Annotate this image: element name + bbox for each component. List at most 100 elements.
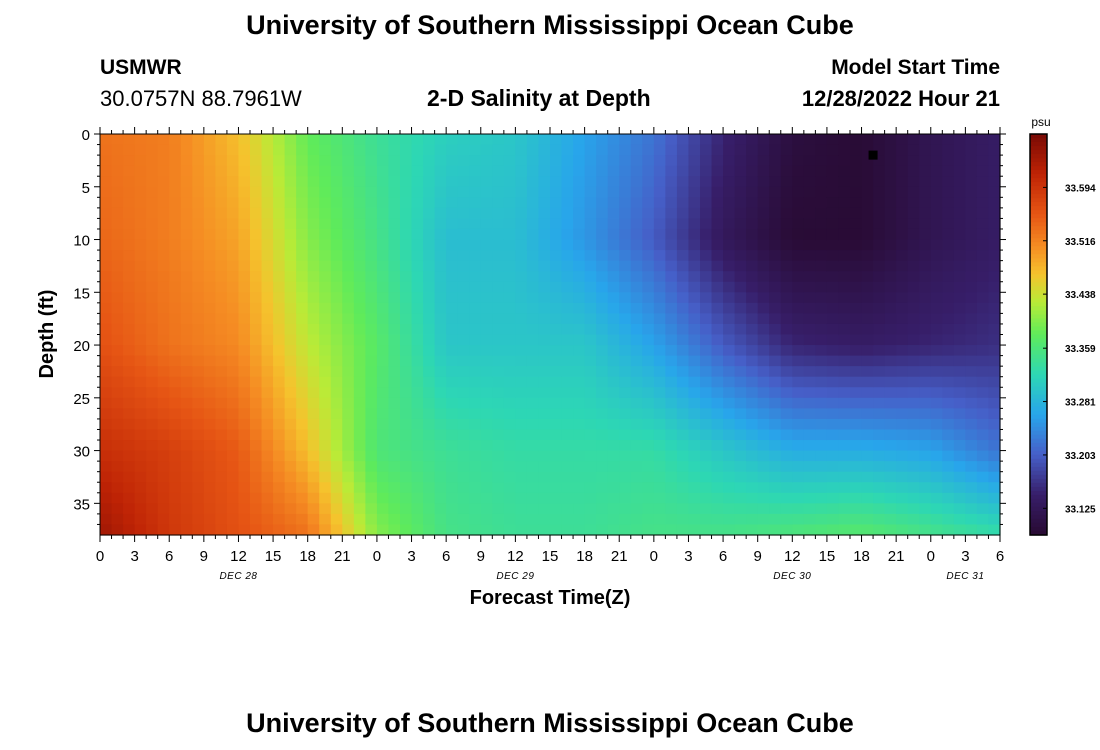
heatmap-cell xyxy=(492,345,505,357)
heatmap-cell xyxy=(342,440,355,452)
heatmap-cell xyxy=(296,376,309,388)
heatmap-cell xyxy=(411,302,424,314)
heatmap-cell xyxy=(607,366,620,378)
heatmap-cell xyxy=(792,524,805,536)
heatmap-cell xyxy=(503,429,516,441)
heatmap-cell xyxy=(226,207,240,220)
heatmap-cell xyxy=(353,218,366,230)
heatmap-cell xyxy=(573,197,586,209)
heatmap-cell xyxy=(665,376,678,388)
heatmap-cell xyxy=(550,440,563,452)
heatmap-cell xyxy=(492,334,505,346)
heatmap-cell xyxy=(573,228,586,241)
heatmap-cell xyxy=(192,144,205,156)
heatmap-cell xyxy=(561,387,574,399)
heatmap-cell xyxy=(526,144,540,156)
heatmap-cell xyxy=(873,165,886,177)
heatmap-cell xyxy=(942,176,955,188)
heatmap-cell xyxy=(838,461,851,473)
heatmap-cell xyxy=(803,461,816,473)
heatmap-cell xyxy=(157,387,170,399)
heatmap-cell xyxy=(226,440,240,452)
heatmap-cell xyxy=(850,513,863,526)
colorbar-segment xyxy=(1030,238,1047,243)
heatmap-cell xyxy=(746,397,759,409)
heatmap-cell xyxy=(838,197,851,209)
heatmap-cell xyxy=(169,260,182,272)
heatmap-cell xyxy=(203,366,216,378)
heatmap-cell xyxy=(653,186,666,198)
heatmap-cell xyxy=(250,260,263,272)
heatmap-cell xyxy=(330,260,343,272)
heatmap-cell xyxy=(134,524,147,536)
heatmap-cell xyxy=(457,271,470,283)
heatmap-cell xyxy=(861,250,874,262)
heatmap-cell xyxy=(826,218,840,230)
heatmap-cell xyxy=(515,471,528,483)
heatmap-cell xyxy=(180,492,193,504)
heatmap-cell xyxy=(700,461,713,473)
colorbar-segment xyxy=(1030,410,1047,416)
heatmap-cell xyxy=(757,176,770,188)
heatmap-cell xyxy=(665,250,678,262)
heatmap-cell xyxy=(653,471,666,483)
heatmap-cell xyxy=(180,302,193,314)
heatmap-cell xyxy=(907,323,920,336)
heatmap-cell xyxy=(434,397,447,409)
heatmap-cell xyxy=(930,461,943,473)
heatmap-cell xyxy=(434,408,447,420)
heatmap-cell xyxy=(688,207,701,220)
heatmap-cell xyxy=(307,260,320,272)
heatmap-cell xyxy=(134,440,147,452)
heatmap-cell xyxy=(746,345,759,357)
heatmap-cell xyxy=(330,492,343,504)
heatmap-cell xyxy=(769,418,782,431)
heatmap-cell xyxy=(526,355,540,367)
heatmap-cell xyxy=(284,513,297,526)
heatmap-cell xyxy=(238,239,251,251)
heatmap-cell xyxy=(538,440,551,452)
heatmap-cell xyxy=(319,292,332,304)
heatmap-cell xyxy=(330,376,343,388)
heatmap-cell xyxy=(203,165,216,177)
heatmap-cell xyxy=(388,355,401,367)
heatmap-cell xyxy=(515,408,528,420)
heatmap-cell xyxy=(192,155,205,167)
heatmap-cell xyxy=(653,408,666,420)
heatmap-cell xyxy=(434,345,447,357)
heatmap-cell xyxy=(873,176,886,188)
heatmap-cell xyxy=(434,134,447,146)
heatmap-cell xyxy=(376,260,390,272)
heatmap-cell xyxy=(734,218,747,230)
heatmap-cell xyxy=(607,197,620,209)
heatmap-cell xyxy=(446,165,459,177)
heatmap-cell xyxy=(123,176,136,188)
heatmap-cell xyxy=(665,323,678,336)
heatmap-cell xyxy=(169,366,182,378)
heatmap-cell xyxy=(815,334,828,346)
heatmap-cell xyxy=(261,292,274,304)
heatmap-cell xyxy=(296,260,309,272)
heatmap-cell xyxy=(146,186,159,198)
heatmap-cell xyxy=(192,345,205,357)
heatmap-cell xyxy=(492,218,505,230)
heatmap-cell xyxy=(919,503,932,515)
heatmap-cell xyxy=(700,440,713,452)
heatmap-cell xyxy=(388,376,401,388)
heatmap-cell xyxy=(457,218,470,230)
heatmap-cell xyxy=(192,228,205,241)
heatmap-cell xyxy=(838,503,851,515)
heatmap-cell xyxy=(757,260,770,272)
heatmap-cell xyxy=(757,503,770,515)
heatmap-cell xyxy=(100,155,113,167)
heatmap-cell xyxy=(307,355,320,367)
heatmap-cell xyxy=(815,397,828,409)
heatmap-cell xyxy=(192,513,205,526)
heatmap-cell xyxy=(850,281,863,293)
heatmap-cell xyxy=(734,355,747,367)
heatmap-cell xyxy=(446,218,459,230)
heatmap-cell xyxy=(296,302,309,314)
heatmap-cell xyxy=(711,250,724,262)
heatmap-cell xyxy=(930,387,943,399)
heatmap-cell xyxy=(538,250,551,262)
